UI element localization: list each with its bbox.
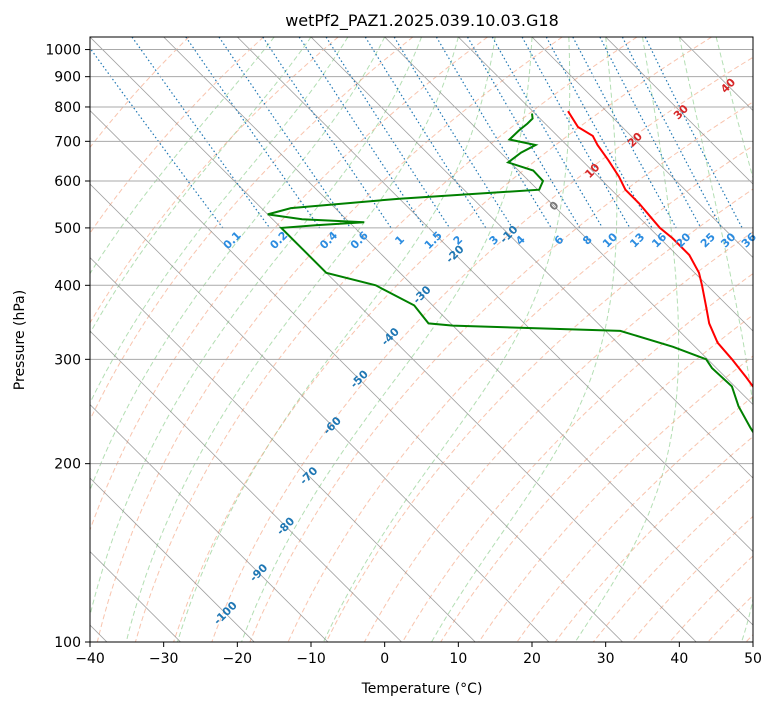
dry-adiabat-line [96, 37, 563, 642]
x-tick-label: −40 [75, 651, 105, 667]
moist-adiabat-line [90, 37, 386, 492]
moist-adiabat-line [90, 37, 275, 275]
isotherm-line [384, 37, 753, 406]
y-tick-label: 700 [54, 134, 81, 150]
y-tick-label: 100 [54, 635, 81, 651]
y-axis-label: Pressure (hPa) [12, 290, 28, 390]
x-axis-label: Temperature (°C) [361, 681, 483, 697]
y-tick-label: 800 [54, 100, 81, 116]
isotherm-line [90, 404, 329, 642]
chart-title: wetPf2_PAZ1.2025.039.10.03.G18 [285, 11, 559, 31]
isotherm-line [605, 37, 753, 185]
mixing-ratio-line [521, 37, 631, 229]
y-tick-label: 600 [54, 174, 81, 190]
dry-adiabat-line [402, 273, 753, 642]
y-tick-label: 900 [54, 70, 81, 86]
moist-adiabat-line [323, 37, 571, 642]
x-tick-label: −30 [149, 651, 179, 667]
isotherm-line [163, 37, 753, 626]
mixing-ratio-line [185, 37, 321, 229]
isotherm-line [90, 256, 476, 642]
x-axis: −40 −30 −20 −10 0 10 20 30 40 50 [75, 642, 762, 667]
x-tick-label: −20 [223, 651, 253, 667]
y-tick-label: 200 [54, 457, 81, 473]
temperature-line [567, 110, 753, 389]
x-tick-label: 50 [744, 651, 762, 667]
mixing-ratio-line [393, 37, 513, 229]
dry-adiabat-line [90, 37, 339, 324]
mixing-ratio-line [364, 37, 487, 229]
dry-adiabat-line [211, 56, 753, 642]
isotherm-line [90, 330, 402, 642]
dry-adiabat-line [90, 37, 190, 149]
moist-adiabat-line [431, 37, 618, 642]
mixing-ratio-line [131, 37, 271, 229]
isotherm-line [458, 37, 753, 332]
dry-adiabat-line [478, 355, 753, 642]
dewpoint-line [267, 113, 753, 434]
dry-adiabat-line [516, 395, 753, 642]
x-tick-label: 30 [597, 651, 615, 667]
y-tick-label: 1000 [45, 43, 81, 59]
x-tick-label: 10 [449, 651, 467, 667]
dry-adiabat-line [90, 37, 488, 532]
moist-adiabat-line [177, 37, 496, 642]
y-tick-label: 400 [54, 278, 81, 294]
dry-adiabat-line [249, 101, 753, 642]
moist-adiabat-line [125, 37, 459, 642]
x-tick-label: 0 [380, 651, 389, 667]
mixing-ratio-line [466, 37, 581, 229]
y-tick-label: 300 [54, 352, 81, 368]
plot-frame [89, 36, 754, 643]
moist-adiabat-line [90, 37, 422, 618]
x-tick-label: 40 [670, 651, 688, 667]
isotherm-line [237, 37, 753, 553]
moist-adiabat-line [90, 37, 349, 405]
dry-adiabat-line [325, 188, 753, 642]
x-tick-label: −10 [296, 651, 326, 667]
isotherm-line [310, 37, 753, 479]
isotherm-line [90, 183, 550, 642]
isotherm-line [531, 37, 753, 259]
moist-adiabat-line [574, 37, 680, 642]
mixing-ratio-line [545, 37, 653, 229]
x-tick-label: 20 [523, 651, 541, 667]
moist-adiabat-line [715, 37, 753, 180]
dry-adiabat-line [134, 37, 638, 642]
pressure-grid-layer [90, 49, 753, 642]
mixing-ratio-line [491, 37, 604, 229]
isotherm-line [90, 109, 623, 642]
isotherm-line [90, 37, 697, 642]
dry-adiabat-line [90, 37, 414, 421]
y-tick-label: 500 [54, 221, 81, 237]
dry-adiabat-line [173, 37, 712, 642]
mixing-ratio-line [218, 37, 351, 229]
isotherm-line [90, 477, 255, 642]
mixing-ratio-line [572, 37, 677, 229]
isotherm-layer [90, 37, 753, 642]
moist-adiabat-line [241, 37, 533, 642]
mixing-ratio-line [435, 37, 552, 229]
dry-adiabat-line [592, 476, 753, 642]
y-axis: 100 200 300 400 500 600 700 800 900 1000 [45, 43, 90, 651]
dry-adiabat-line [287, 145, 753, 642]
